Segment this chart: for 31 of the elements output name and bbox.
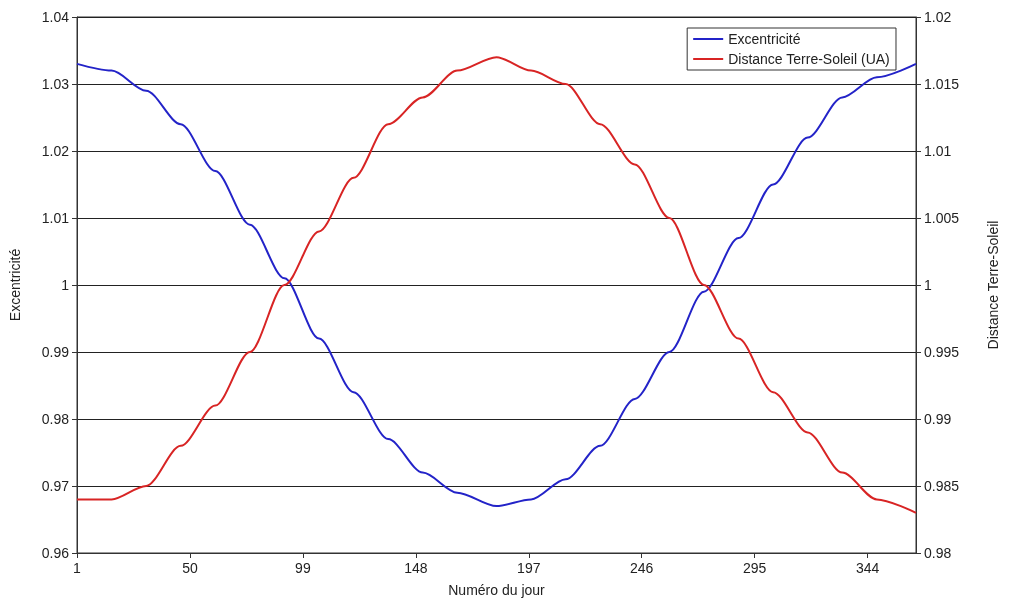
y-tick-label: 0.99 [41, 344, 70, 360]
y-tick-label: 1.03 [41, 76, 70, 92]
y2-tick-label: 1.02 [924, 9, 952, 25]
y2-tick-label: 0.98 [924, 545, 952, 561]
x-tick-label: 99 [295, 560, 311, 576]
x-tick-label: 246 [630, 560, 654, 576]
y2-axis-title: Distance Terre-Soleil [985, 220, 1001, 350]
y2-tick-label: 0.995 [924, 344, 960, 360]
y2-tick-label: 0.99 [924, 411, 952, 427]
x-tick-label: 295 [742, 560, 767, 576]
x-axis-title: Numéro du jour [448, 582, 546, 598]
x-tick-label: 50 [182, 560, 198, 576]
y-tick-label: 0.97 [41, 478, 70, 494]
y2-tick-label: 1 [924, 277, 932, 293]
x-tick-label: 197 [517, 560, 541, 576]
y2-tick-label: 1.015 [924, 76, 960, 92]
x-tick-label: 148 [404, 560, 428, 576]
y-tick-label: 1.02 [41, 143, 70, 159]
y2-tick-label: 1.005 [924, 210, 960, 226]
y-tick-label: 1.04 [41, 9, 70, 25]
y-axis-title: Excentricité [7, 248, 23, 322]
y-tick-label: 0.98 [41, 411, 70, 427]
x-tick-label: 1 [73, 560, 82, 576]
x-tick-label: 344 [855, 560, 880, 576]
legend-label: Excentricité [728, 31, 801, 47]
y-tick-label: 0.96 [41, 545, 70, 561]
legend-label: Distance Terre-Soleil (UA) [728, 51, 890, 67]
y-tick-label: 1.01 [41, 210, 70, 226]
y2-tick-label: 1.01 [924, 143, 952, 159]
y-tick-label: 1 [61, 277, 70, 293]
y2-tick-label: 0.985 [924, 478, 960, 494]
